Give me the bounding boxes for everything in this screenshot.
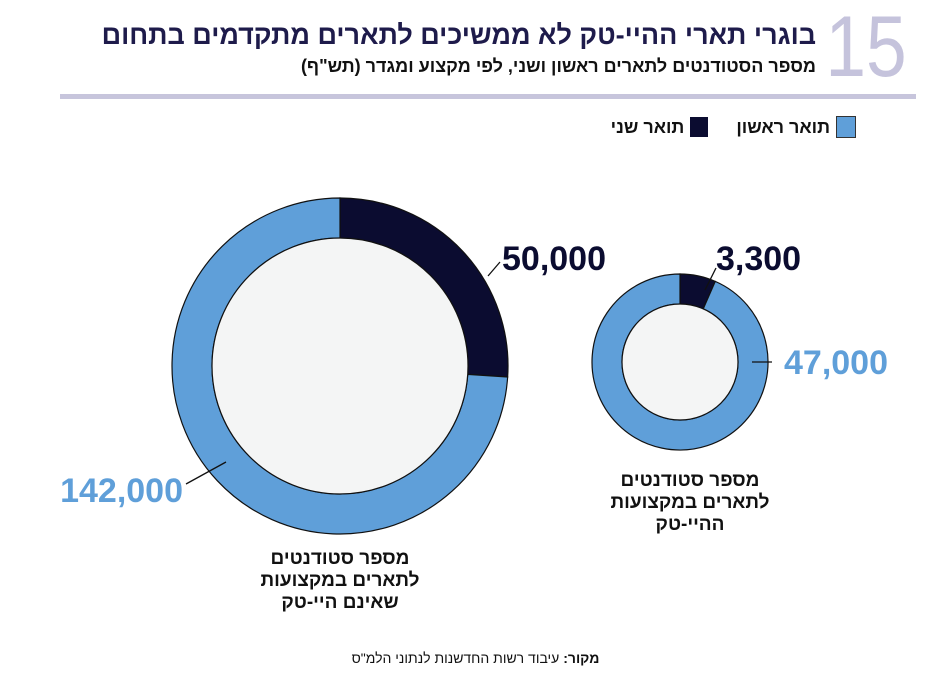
data-label: 3,300	[716, 240, 801, 278]
caption-line: לתארים במקצועות	[610, 492, 770, 513]
data-label: 50,000	[502, 240, 606, 278]
donut-hole	[621, 303, 739, 421]
caption-line: לתארים במקצועות	[260, 570, 420, 591]
leader-line	[704, 267, 717, 291]
legend-item-second-degree: תואר שני	[611, 116, 709, 138]
source-note: מקור: עיבוד רשות החדשנות לנתוני הלמ"ס	[0, 650, 951, 666]
caption-line: מספר סטודנטים	[270, 548, 410, 569]
legend-swatch-second-degree	[690, 117, 709, 137]
chart-title: בוגרי תארי ההיי-טק לא ממשיכים לתארים מתק…	[101, 20, 816, 50]
leader-line	[487, 261, 501, 277]
legend-item-first-degree: תואר ראשון	[736, 116, 856, 138]
leader-line	[185, 461, 227, 485]
header-divider	[60, 94, 916, 99]
figure-number: 15	[825, 0, 907, 95]
caption-line: ההיי-טק	[655, 514, 725, 535]
caption-line: מספר סטודנטים	[620, 470, 760, 491]
legend-swatch-first-degree	[836, 116, 856, 138]
donut-hole	[211, 237, 469, 495]
data-label: 47,000	[784, 344, 888, 382]
legend-label: תואר ראשון	[736, 116, 830, 137]
caption-hitech: מספר סטודנטים לתארים במקצועות ההיי-טק	[570, 470, 810, 536]
caption-non-hitech: מספר סטודנטים לתארים במקצועות שאינם היי-…	[220, 548, 460, 614]
source-text: עיבוד רשות החדשנות לנתוני הלמ"ס	[351, 650, 564, 666]
chart-subtitle: מספר הסטודנטים לתארים ראשון ושני, לפי מק…	[300, 56, 816, 76]
data-label: 142,000	[60, 472, 183, 510]
legend: תואר ראשון תואר שני	[611, 116, 856, 138]
caption-line: שאינם היי-טק	[281, 592, 399, 613]
source-label: מקור:	[563, 650, 600, 666]
legend-label: תואר שני	[610, 116, 685, 137]
